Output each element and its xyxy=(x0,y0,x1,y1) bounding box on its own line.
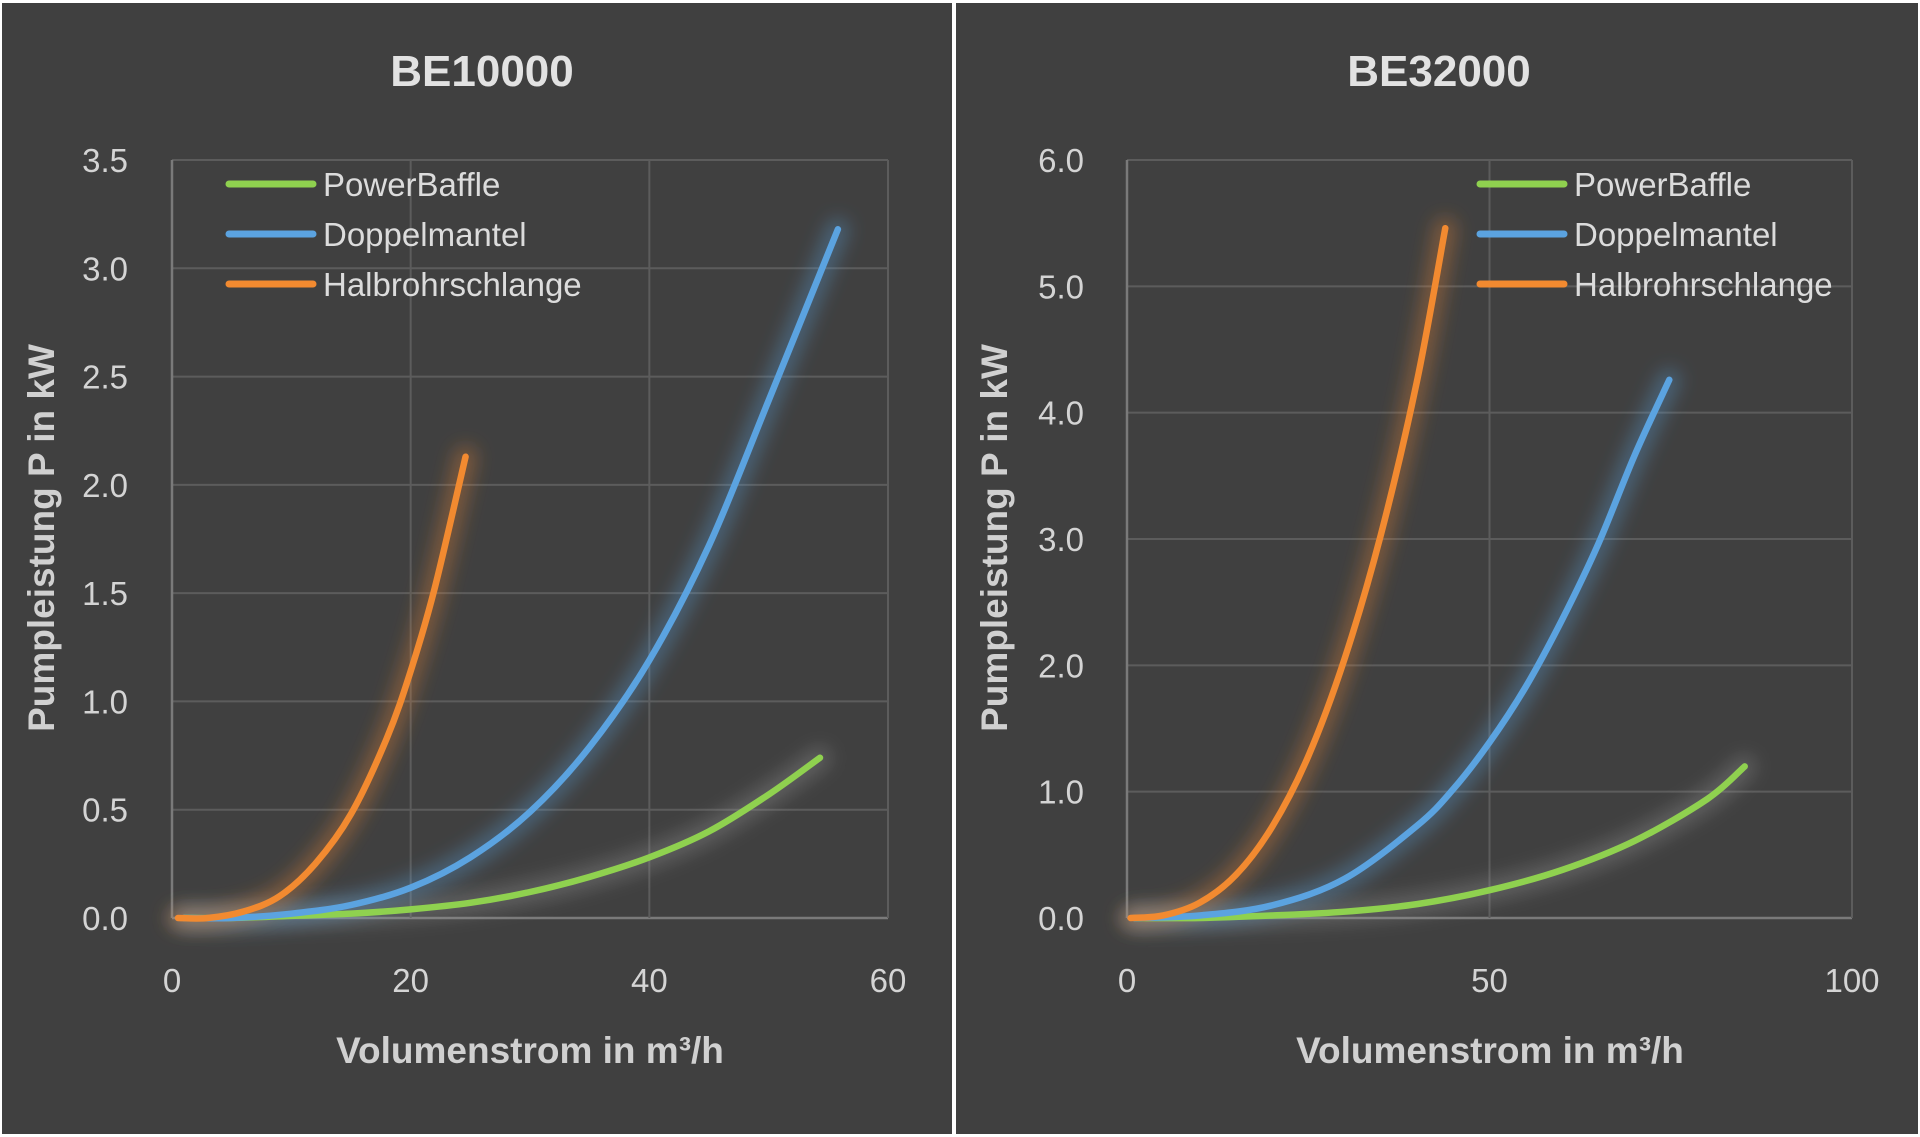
chart-be10000: 0.0 0.5 1.0 1.5 2.0 2.5 3.0 3.5 0 20 40 60 PowerBa… xyxy=(21,47,906,1071)
legend-label: PowerBaffle xyxy=(1574,166,1751,203)
legend-label: Doppelmantel xyxy=(1574,216,1778,253)
y-tick-labels: 0.0 1.0 2.0 3.0 4.0 5.0 6.0 xyxy=(1038,142,1084,937)
series-glow-halbrohrschlange xyxy=(1119,217,1457,929)
legend-item-halbrohrschlange: Halbrohrschlange xyxy=(225,266,582,303)
y-tick-label: 0.0 xyxy=(82,900,128,937)
legend-label: Halbrohrschlange xyxy=(1574,266,1833,303)
x-tick-label: 0 xyxy=(163,962,181,999)
y-tick-label: 0.5 xyxy=(82,792,128,829)
y-tick-label: 2.5 xyxy=(82,359,128,396)
x-tick-label: 20 xyxy=(392,962,429,999)
legend: PowerBaffle Doppelmantel Halbrohrschlange xyxy=(225,166,582,303)
series-layer xyxy=(1127,224,1748,922)
series-layer xyxy=(174,226,842,922)
y-tick-label: 1.0 xyxy=(1038,774,1084,811)
y-axis-title: Pumpleistung P in kW xyxy=(974,344,1015,732)
y-tick-label: 1.0 xyxy=(82,683,128,720)
series-line-halbrohrschlange xyxy=(1127,224,1449,922)
legend-label: Halbrohrschlange xyxy=(323,266,582,303)
legend-item-halbrohrschlange: Halbrohrschlange xyxy=(1476,266,1833,303)
y-tick-label: 2.0 xyxy=(82,467,128,504)
legend-label: PowerBaffle xyxy=(323,166,500,203)
x-tick-labels: 0 50 100 xyxy=(1118,962,1880,999)
chart-title: BE32000 xyxy=(1347,47,1530,96)
chart-be32000: 0.0 1.0 2.0 3.0 4.0 5.0 6.0 0 50 100 PowerBaffle… xyxy=(974,47,1880,1071)
x-tick-labels: 0 20 40 60 xyxy=(163,962,907,999)
y-axis-title: Pumpleistung P in kW xyxy=(21,344,62,732)
series-glow-layer xyxy=(1119,217,1756,930)
y-tick-labels: 0.0 0.5 1.0 1.5 2.0 2.5 3.0 3.5 xyxy=(82,142,128,937)
legend-item-doppelmantel: Doppelmantel xyxy=(225,216,527,253)
legend-item-powerbaffle: PowerBaffle xyxy=(225,166,500,203)
y-tick-label: 4.0 xyxy=(1038,395,1084,432)
legend-item-powerbaffle: PowerBaffle xyxy=(1476,166,1751,203)
series-line-powerbaffle xyxy=(1131,763,1748,922)
y-tick-label: 2.0 xyxy=(1038,647,1084,684)
y-tick-label: 3.5 xyxy=(82,142,128,179)
chart-panel-be10000 xyxy=(2,3,952,1134)
x-tick-label: 100 xyxy=(1824,962,1879,999)
series-line-doppelmantel xyxy=(180,226,842,922)
legend: PowerBaffle Doppelmantel Halbrohrschlange xyxy=(1476,166,1833,303)
y-tick-label: 0.0 xyxy=(1038,900,1084,937)
y-tick-label: 3.0 xyxy=(82,250,128,287)
series-glow-halbrohrschlange xyxy=(166,445,477,930)
x-tick-label: 50 xyxy=(1471,962,1508,999)
series-line-doppelmantel xyxy=(1131,376,1673,922)
gridlines xyxy=(170,159,889,920)
y-tick-label: 1.5 xyxy=(82,575,128,612)
x-tick-label: 40 xyxy=(631,962,668,999)
legend-label: Doppelmantel xyxy=(323,216,527,253)
x-tick-label: 60 xyxy=(870,962,907,999)
y-tick-label: 5.0 xyxy=(1038,268,1084,305)
x-axis-title: Volumenstrom in m³/h xyxy=(1296,1030,1684,1071)
x-axis-title: Volumenstrom in m³/h xyxy=(336,1030,724,1071)
series-line-halbrohrschlange xyxy=(174,453,469,922)
y-tick-label: 3.0 xyxy=(1038,521,1084,558)
y-tick-label: 6.0 xyxy=(1038,142,1084,179)
x-tick-label: 0 xyxy=(1118,962,1136,999)
chart-title: BE10000 xyxy=(390,47,573,96)
legend-item-doppelmantel: Doppelmantel xyxy=(1476,216,1778,253)
chart-panel-be32000 xyxy=(956,3,1918,1134)
